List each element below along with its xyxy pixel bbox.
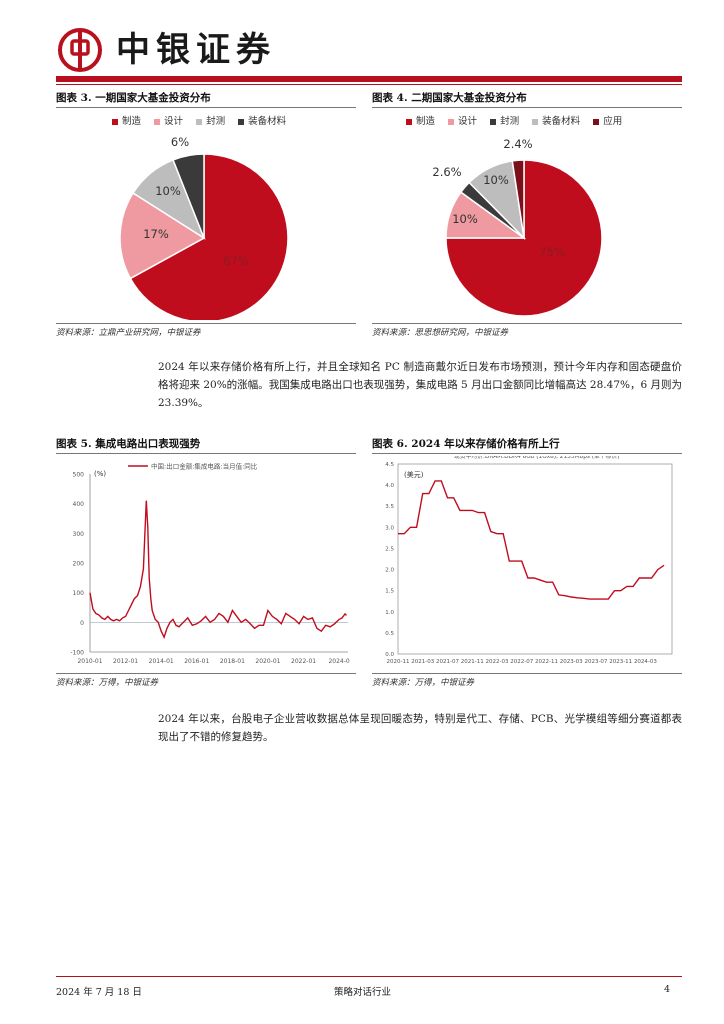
pie-label: 10% [483,173,509,187]
x-tick-label: 2024-03 [634,659,657,665]
y-tick-label: 4.0 [385,483,394,489]
legend-item: 应用 [593,116,622,127]
y-tick-label: -100 [70,650,84,657]
y-tick-label: 500 [73,472,85,479]
y-axis-label: (美元) [404,470,424,479]
x-tick-label: 2014-01 [149,658,174,665]
pie-label: 2.4% [503,137,532,151]
x-tick-label: 2023-07 [584,659,607,665]
fig6-bottom-rule [372,673,682,674]
y-tick-label: 300 [73,531,85,538]
legend-item: 装备材料 [532,116,580,127]
y-tick-label: 1.0 [385,610,394,616]
company-name: 中银证券 [116,30,276,70]
x-tick-label: 2022-03 [485,659,508,665]
plot-frame [397,463,673,655]
y-axis-label: (%) [94,470,106,478]
x-tick-label: 2016-01 [184,658,209,665]
pie-chart-fig3: 67% 17% 10% 6% [119,135,289,320]
fig4-bottom-rule [372,323,682,324]
footer-date: 2024 年 7 月 18 日 [56,987,142,998]
legend-item: 制造 [406,116,435,127]
footer-rule [56,976,682,977]
pie-slice [129,153,289,320]
pie-label: 10% [155,184,181,198]
fig4-source: 资料来源：思思想研究网，中银证券 [372,328,509,338]
pie-label: 67% [223,254,249,268]
fig4-title: 图表 4. 二期国家大基金投资分布 [372,92,527,104]
fig3-top-rule [56,107,356,108]
y-tick-label: 0 [80,620,84,627]
legend-item: 制造 [112,116,141,127]
series-line [398,480,665,600]
legend-item: 设计 [154,116,183,127]
legend-label: 中国:出口金额:集成电路:当月值:同比 [151,462,258,471]
series-line [89,500,347,640]
pie-label: 6% [171,135,189,149]
y-tick-label: 100 [73,590,85,597]
y-tick-label: 0.0 [385,652,394,658]
x-tick-label: 2022-11 [535,659,558,665]
pie-label: 75% [539,245,565,259]
body-paragraph-1: 2024 年以来存储价格有所上行，并且全球知名 PC 制造商戴尔近日发布市场预测… [158,361,682,409]
fig5-top-rule [56,453,356,454]
x-tick-label: 2023-03 [560,659,583,665]
y-tick-label: 2.0 [385,568,394,574]
fig5-title: 图表 5. 集成电路出口表现强势 [56,438,201,450]
x-tick-label: 2012-01 [113,658,138,665]
x-tick-label: 2021-11 [461,659,484,665]
fig5-bottom-rule [56,673,356,674]
y-tick-label: 3.0 [385,525,394,531]
pie-label: 2.6% [432,165,461,179]
legend-label: 现货平均价:DRAM:DDR4 8Gb (1Gx8), 2133Mbps (单个… [454,456,620,460]
x-tick-label: 2024-0 [328,658,349,665]
fig3-bottom-rule [56,323,356,324]
x-tick-label: 2021-07 [436,659,459,665]
y-tick-label: 0.5 [385,631,394,637]
legend-item: 装备材料 [238,116,286,127]
y-tick-label: 400 [73,501,85,508]
y-tick-label: 3.5 [385,504,394,510]
fig6-top-rule [372,453,682,454]
x-tick-label: 2022-01 [291,658,316,665]
y-tick-label: 200 [73,561,85,568]
pie-label: 10% [452,212,478,226]
legend-item: 设计 [448,116,477,127]
fig6-title: 图表 6. 2024 年以来存储价格有所上行 [372,438,560,450]
fig3-title: 图表 3. 一期国家大基金投资分布 [56,92,211,104]
pie-chart-fig4: 75% 10% 2.6% 10% 2.4% [432,137,603,317]
fig3-source: 资料来源：立鼎产业研究网，中银证券 [56,328,201,338]
fig4-legend: 制造 设计 封测 装备材料 应用 [406,113,632,127]
x-tick-label: 2018-01 [220,658,245,665]
fig4-top-rule [372,107,682,108]
legend-item: 封测 [490,116,519,127]
page-number: 4 [664,984,671,995]
footer-title: 策略对话行业 [334,987,392,998]
x-tick-label: 2022-07 [510,659,533,665]
header-bar [56,76,682,82]
line-chart-fig5: -100 0 100 200 300 400 500 2010-01 2012-01 2014-0… [70,462,350,666]
x-tick-label: 2021-03 [411,659,434,665]
x-tick-label: 2020-11 [387,659,410,665]
body-paragraph-2: 2024 年以来，台股电子企业营收数据总体呈现回暖态势，特别是代工、存储、PCB… [158,713,682,743]
x-tick-label: 2020-01 [255,658,280,665]
pie-slice [445,159,603,317]
pie-slice [119,191,206,280]
y-tick-label: 2.5 [385,546,394,552]
x-tick-label: 2023-11 [609,659,632,665]
fig3-legend: 制造 设计 封测 装备材料 [112,113,296,127]
fig6-source: 资料来源：万得，中银证券 [372,678,475,688]
pie-slice [511,159,525,239]
y-tick-label: 1.5 [385,589,394,595]
legend-item: 封测 [196,116,225,127]
pie-label: 17% [143,227,169,241]
y-tick-label: 4.5 [385,462,394,468]
company-logo-icon [58,28,102,72]
header-line [56,84,682,85]
fig5-source: 资料来源：万得，中银证券 [56,678,159,688]
pie-slice [172,153,205,239]
x-tick-label: 2010-01 [77,658,102,665]
